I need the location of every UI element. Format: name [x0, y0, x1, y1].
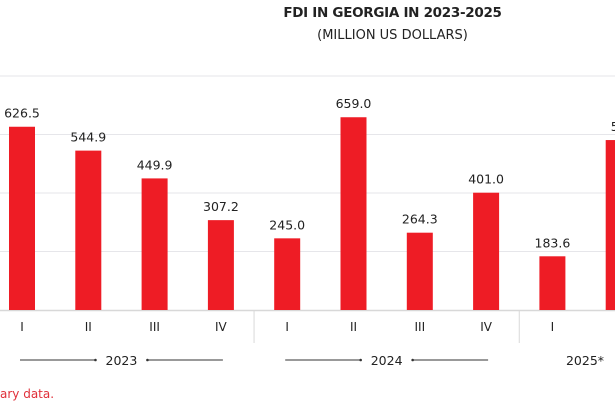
chart-title: FDI IN GEORGIA IN 2023-2025 — [283, 5, 502, 21]
data-label: 264.3 — [402, 212, 438, 227]
chart-subtitle: (MILLION US DOLLARS) — [317, 28, 468, 43]
tick-label: II — [85, 320, 92, 334]
year-bracket-dot — [94, 358, 97, 362]
tick-label: IV — [215, 320, 228, 334]
year-bracket-dot — [146, 358, 149, 362]
bar — [605, 140, 615, 310]
bar — [9, 126, 35, 310]
tick-label: III — [414, 320, 425, 334]
data-label: 58 — [611, 119, 615, 134]
data-label: 626.5 — [4, 106, 40, 121]
year-bracket-dot — [359, 358, 362, 362]
year-label: 2025* — [566, 353, 604, 368]
data-label: 183.6 — [535, 235, 571, 250]
data-label: 449.9 — [137, 157, 173, 172]
tick-label: I — [285, 320, 289, 334]
year-bracket-dot — [411, 358, 414, 362]
bar — [207, 220, 234, 310]
data-label: 544.9 — [70, 130, 106, 145]
bar — [340, 117, 367, 311]
tick-label: III — [149, 320, 160, 334]
footnote: ary data. — [0, 387, 55, 401]
bar — [406, 232, 433, 310]
year-label: 2023 — [106, 353, 138, 368]
bar — [539, 256, 566, 310]
tick-label: I — [551, 320, 555, 334]
bar — [141, 178, 168, 310]
tick-label: II — [350, 320, 357, 334]
data-label: 307.2 — [203, 199, 239, 214]
year-label: 2024 — [371, 353, 403, 368]
data-label: 245.0 — [269, 217, 305, 232]
bar — [75, 150, 102, 310]
tick-label: I — [20, 320, 24, 334]
tick-label: IV — [480, 320, 493, 334]
bar — [473, 192, 500, 310]
data-label: 401.0 — [468, 172, 504, 187]
data-label: 659.0 — [336, 96, 372, 111]
bar — [274, 238, 301, 310]
